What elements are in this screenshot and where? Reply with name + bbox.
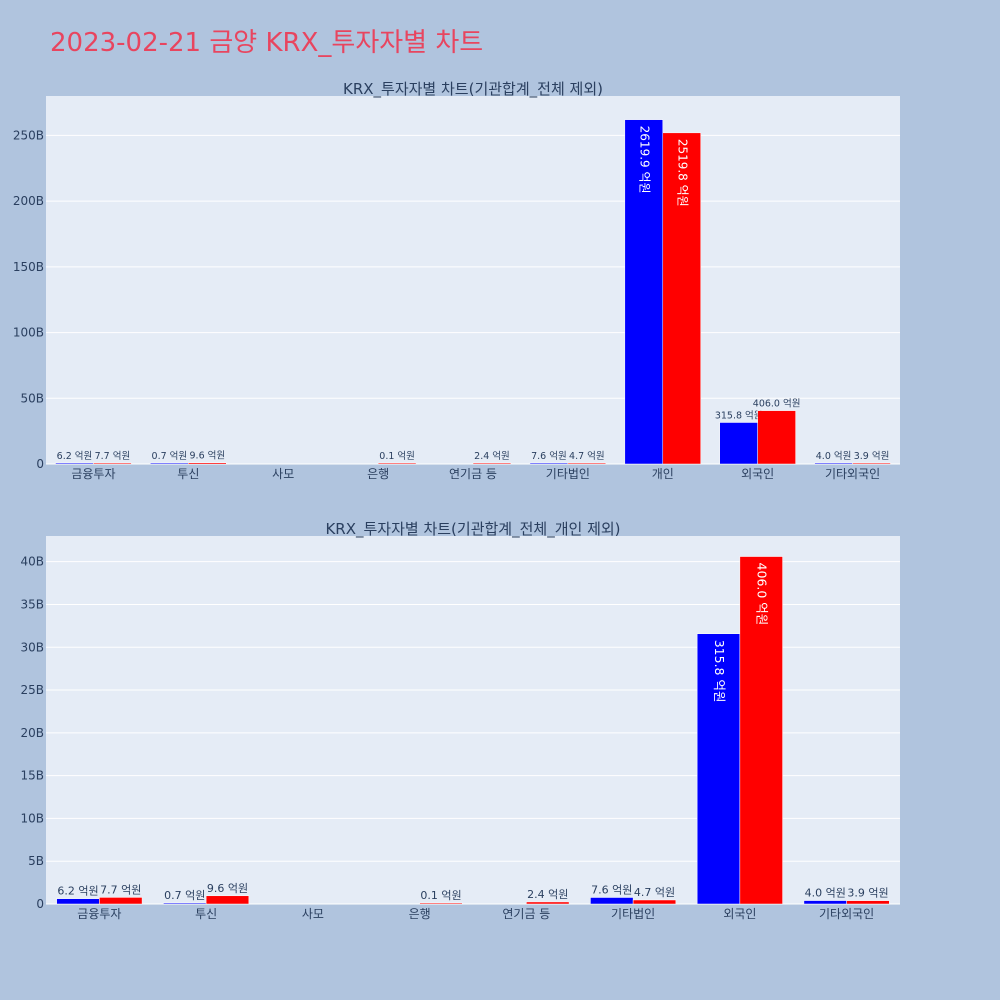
- bar: [846, 900, 890, 905]
- data-label: 3.9 억원: [854, 450, 890, 462]
- data-label: 9.6 억원: [207, 882, 248, 895]
- x-tick-label: 개인: [652, 467, 674, 481]
- bar: [624, 119, 664, 465]
- bar: [93, 462, 132, 465]
- x-tick-label: 기타법인: [546, 467, 590, 481]
- data-label: 2519.8 억원: [675, 139, 689, 207]
- bar: [719, 422, 758, 465]
- data-label: 7.6 억원: [531, 450, 567, 462]
- data-label: 0.7 억원: [152, 450, 188, 462]
- bar: [56, 898, 100, 905]
- data-label: 9.6 억원: [190, 450, 226, 462]
- x-tick-label: 연기금 등: [502, 907, 550, 921]
- data-label: 7.7 억원: [100, 883, 141, 896]
- y-tick-label: 10B: [20, 811, 44, 825]
- x-tick-label: 기타외국인: [825, 467, 880, 481]
- bar: [150, 462, 189, 465]
- plot-area-1: [46, 96, 900, 464]
- x-tick-label: 투신: [177, 467, 199, 481]
- data-label: 0.7 억원: [164, 889, 205, 902]
- bar: [205, 895, 250, 905]
- bar: [529, 462, 569, 465]
- y-tick-label: 150B: [13, 260, 44, 274]
- data-label: 7.6 억원: [591, 883, 632, 896]
- data-label: 2.4 억원: [474, 450, 510, 462]
- data-label: 406.0 억원: [755, 563, 770, 626]
- bar: [696, 633, 741, 905]
- bar: [632, 899, 677, 905]
- data-label: 315.8 억원: [715, 409, 763, 421]
- bar: [55, 462, 94, 465]
- bar: [803, 900, 847, 905]
- bar: [739, 556, 783, 905]
- bar: [419, 902, 463, 905]
- bar: [526, 901, 570, 905]
- bar: [377, 462, 417, 465]
- bar: [757, 410, 796, 465]
- x-tick-label: 금융투자: [71, 467, 115, 481]
- data-label: 315.8 억원: [712, 640, 727, 703]
- data-label: 0.1 억원: [420, 889, 461, 902]
- x-tick-label: 외국인: [741, 467, 774, 481]
- bar: [163, 902, 207, 905]
- x-tick-label: 투신: [195, 907, 217, 921]
- bar: [852, 462, 891, 465]
- bar: [188, 462, 227, 465]
- data-label: 0.1 억원: [379, 450, 415, 462]
- x-tick-label: 기타외국인: [819, 907, 874, 921]
- x-tick-label: 사모: [272, 467, 294, 481]
- data-label: 4.7 억원: [569, 450, 605, 462]
- x-tick-label: 금융투자: [77, 907, 121, 921]
- y-tick-label: 35B: [20, 597, 44, 611]
- chart-title-1: KRX_투자자별 차트(기관합계_전체 제외): [343, 80, 603, 99]
- y-tick-label: 20B: [20, 726, 44, 740]
- y-tick-label: 50B: [20, 391, 44, 405]
- y-tick-label: 200B: [13, 194, 44, 208]
- bar: [662, 132, 701, 465]
- data-label: 6.2 억원: [57, 450, 93, 462]
- x-tick-label: 사모: [302, 907, 324, 921]
- chart-title-2: KRX_투자자별 차트(기관합계_전체_개인 제외): [325, 520, 620, 539]
- y-tick-label: 5B: [28, 854, 44, 868]
- data-label: 7.7 억원: [95, 450, 131, 462]
- y-tick-label: 30B: [20, 640, 44, 654]
- data-label: 2619.9 억원: [637, 126, 651, 194]
- x-tick-label: 은행: [409, 906, 431, 921]
- data-label: 406.0 억원: [753, 398, 801, 410]
- y-tick-label: 15B: [20, 769, 44, 783]
- data-label: 4.0 억원: [816, 450, 852, 462]
- bar: [567, 462, 607, 465]
- data-label: 4.0 억원: [805, 887, 846, 900]
- y-tick-label: 100B: [13, 326, 44, 340]
- data-label: 2.4 억원: [527, 888, 568, 901]
- x-tick-label: 기타법인: [611, 907, 655, 921]
- x-tick-label: 은행: [367, 466, 389, 481]
- bar: [590, 897, 634, 905]
- data-label: 4.7 억원: [634, 886, 675, 899]
- y-tick-label: 0: [36, 457, 44, 471]
- y-tick-label: 250B: [13, 128, 44, 142]
- page-title: 2023-02-21 금양 KRX_투자자별 차트: [50, 28, 484, 58]
- bar: [472, 462, 512, 465]
- data-label: 6.2 억원: [57, 885, 98, 898]
- bar: [814, 462, 853, 465]
- y-tick-label: 40B: [20, 555, 44, 569]
- bar: [99, 897, 143, 905]
- y-tick-label: 25B: [20, 683, 44, 697]
- x-tick-label: 외국인: [723, 907, 756, 921]
- data-label: 3.9 억원: [847, 887, 888, 900]
- x-tick-label: 연기금 등: [449, 467, 497, 481]
- y-tick-label: 0: [36, 897, 44, 911]
